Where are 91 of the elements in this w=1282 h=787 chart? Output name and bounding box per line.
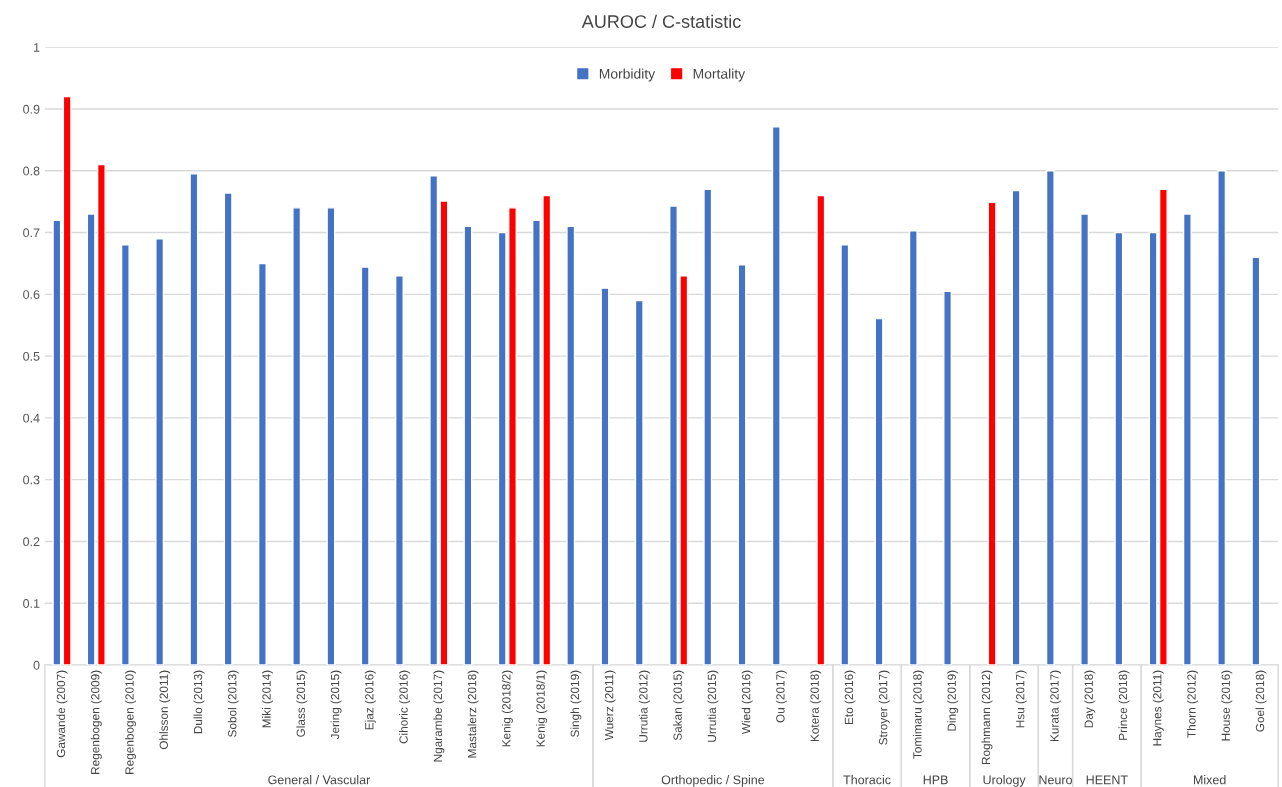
bar [1182,213,1192,666]
bar [874,317,884,666]
bar [223,192,233,666]
bar [1251,256,1261,666]
x-tick-label: Ohlsson (2011) [159,670,171,750]
x-tick-label: Mastalerz (2018) [467,670,479,758]
bar [429,175,439,666]
x-tick-label: Goel (2018) [1255,670,1267,732]
x-tick-label: Glass (2015) [296,670,308,737]
x-tick-label: Kurata (2017) [1049,670,1061,742]
x-tick-label: Wied (2016) [741,670,753,735]
bar [943,290,953,666]
x-tick-label: Ngarambe (2017) [433,670,445,762]
bar [257,262,267,666]
x-tick-label: Hsu (2017) [1015,670,1027,728]
bar [566,225,576,666]
legend-label: Morbidity [599,68,656,82]
x-tick-label: Day (2018) [1084,670,1096,728]
x-tick-label: Stroyer (2017) [878,670,890,745]
x-tick-label: Sakan (2015) [673,670,685,741]
bar [1045,170,1055,666]
x-tick-label: Urrutia (2015) [707,670,719,742]
bar [737,263,747,666]
x-tick-label: Ou (2017) [775,670,787,723]
x-tick-label: Ding (2019) [947,670,959,731]
bar [816,194,826,666]
bar [1080,213,1090,666]
x-tick-label: Tomimaru (2018) [912,670,924,759]
y-tick-label: 0.7 [23,228,40,238]
bar [634,299,644,666]
x-tick-label: Cihoric (2016) [399,670,411,744]
bar [360,266,370,666]
bar [703,188,713,666]
bar [189,173,199,666]
y-tick-label: 0.9 [23,104,40,114]
chart-title: AUROC / C-statistic [581,14,741,28]
x-tick-label: Kenig (2018/1) [536,670,548,747]
y-tick-label: 0.2 [23,537,40,547]
x-tick-label: Urrutia (2012) [638,670,650,742]
bar [52,219,62,666]
bar [840,244,850,666]
y-tick-label: 0.4 [23,413,40,423]
bar [908,230,918,666]
bar [326,207,336,666]
x-tick-label: Kotera (2018) [810,670,822,742]
x-tick-label: Singh (2019) [570,670,582,737]
x-tick-label: Kenig (2018/2) [501,670,513,747]
x-tick-label: Regenbogen (2009) [90,670,102,774]
x-tick-label: Haynes (2011) [1152,670,1164,746]
bar [1217,170,1227,666]
bar [1114,231,1124,666]
x-tick-label: Sobol (2013) [227,670,239,737]
x-tick-label: Wuerz (2011) [604,670,616,741]
x-tick-label: Thorn (2012) [1187,670,1199,738]
text: General / Vascular [268,775,371,785]
legend-label: Mortality [693,68,746,82]
bar [600,287,610,666]
y-tick-label: 1 [34,43,40,52]
y-tick-label: 0.5 [23,351,40,361]
x-tick-label: Regenbogen (2010) [125,670,137,774]
x-tick-label: Jering (2015) [330,670,342,740]
text: Orthopedic / Spine [661,775,765,787]
x-tick-label: Miki (2014) [262,670,274,728]
x-tick-label: Eto (2016) [844,670,856,725]
y-tick-label: 0.1 [23,599,40,608]
text: Urology [983,775,1026,787]
text: Neuro [1039,775,1072,785]
bar [463,225,473,666]
x-tick-label: Prince (2018) [1118,670,1130,740]
x-tick-label: Dullo (2013) [193,670,205,734]
bar [394,275,404,666]
bar [62,95,72,666]
bar [155,238,165,666]
bar [120,244,130,666]
text: HPB [923,775,948,785]
y-tick-label: 0 [33,660,40,670]
x-tick-label: Roghmann (2012) [981,670,993,765]
y-tick-label: 0.6 [23,290,40,299]
y-tick-label: 0.3 [23,475,40,485]
x-tick-label: Gawande (2007) [56,670,68,758]
bar [987,201,997,666]
x-tick-label: House (2016) [1221,670,1233,741]
text: Thoracic [843,775,891,785]
bar [1011,189,1021,666]
bar [292,207,302,666]
text: Mixed [1193,775,1226,785]
bar [439,200,449,666]
x-tick-label: Ejaz (2016) [364,670,376,730]
bar [771,126,781,666]
text: HEENT [1086,775,1128,785]
y-tick-label: 0.8 [23,166,40,176]
